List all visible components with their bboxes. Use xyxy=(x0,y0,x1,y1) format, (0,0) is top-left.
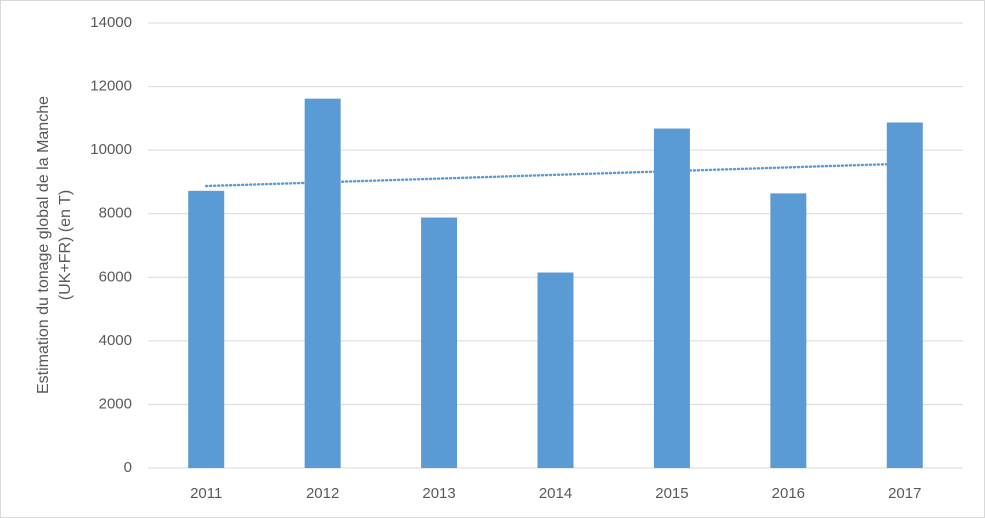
x-tick-label: 2015 xyxy=(655,485,688,502)
y-tick-label: 4000 xyxy=(99,332,132,349)
y-tick-label: 2000 xyxy=(99,395,132,412)
y-tick-label: 0 xyxy=(124,459,132,476)
y-tick-label: 14000 xyxy=(90,14,132,31)
y-tick-label: 12000 xyxy=(90,78,132,95)
y-tick-label: 10000 xyxy=(90,141,132,158)
x-tick-label: 2013 xyxy=(422,485,455,502)
y-tick-label: 8000 xyxy=(99,205,132,222)
x-tick-label: 2012 xyxy=(306,485,339,502)
bar xyxy=(653,128,690,468)
x-tick-label: 2016 xyxy=(772,485,805,502)
x-tick-label: 2011 xyxy=(190,485,222,502)
y-axis-title-line: Estimation du tonage global de la Manche xyxy=(35,96,52,394)
x-tick-label: 2014 xyxy=(539,485,572,502)
bar xyxy=(421,217,458,468)
y-axis-title: Estimation du tonage global de la Manche… xyxy=(35,96,74,394)
y-tick-label: 6000 xyxy=(99,268,132,285)
bar xyxy=(886,122,923,468)
trendline xyxy=(204,162,907,188)
x-tick-label: 2017 xyxy=(888,485,921,502)
bar xyxy=(304,98,341,469)
bar xyxy=(188,190,225,469)
bar xyxy=(537,272,574,468)
bar xyxy=(770,193,807,468)
y-axis-title-line: (UK+FR) (en T) xyxy=(57,190,74,300)
